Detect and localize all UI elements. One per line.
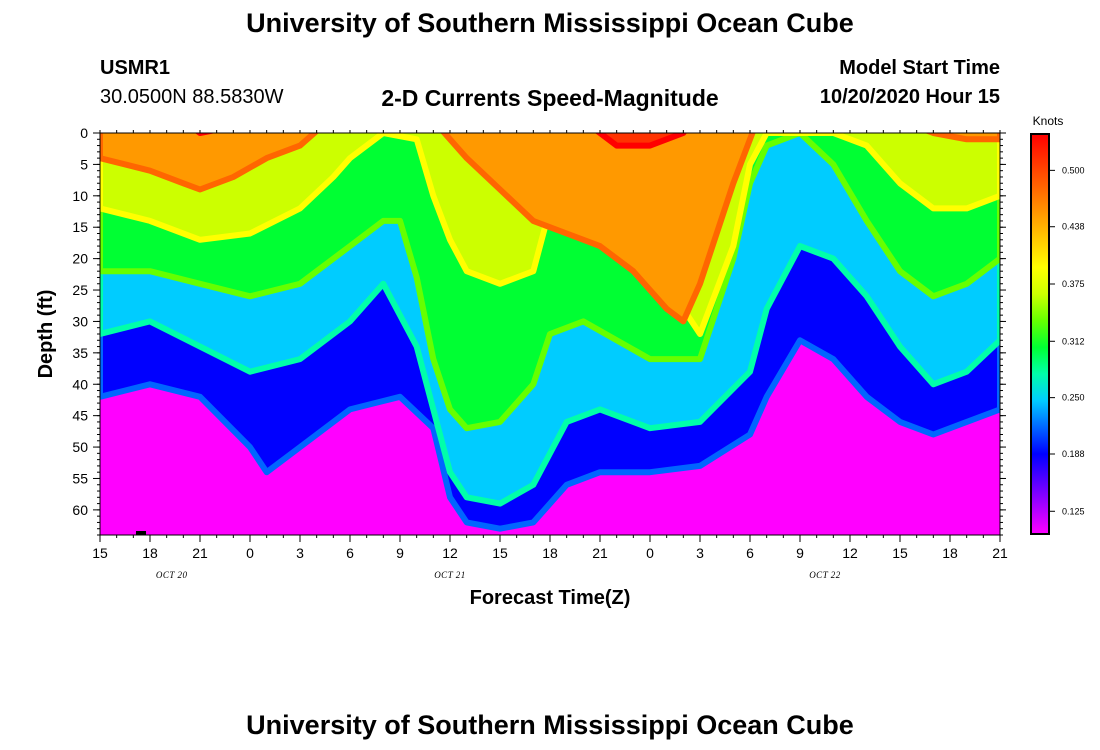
x-tick-label: 12 [842,545,858,561]
y-tick-label: 60 [72,502,88,518]
y-tick-label: 50 [72,439,88,455]
y-axis-label: Depth (ft) [35,290,57,379]
x-tick-label: 21 [992,545,1008,561]
plot-marker [136,531,146,535]
heatmap-layer [100,133,1000,532]
y-tick-label: 40 [72,376,88,392]
date-label: OCT 20 [156,570,188,580]
x-tick-label: 6 [746,545,754,561]
x-tick-label: 21 [592,545,608,561]
x-tick-label: 18 [942,545,958,561]
date-labels: OCT 20 OCT 21 OCT 22 [156,570,841,580]
x-tick-label: 3 [696,545,704,561]
x-tick-label: 3 [296,545,304,561]
colorbar-tick-label: 0.312 [1062,336,1085,346]
colorbar-gradient [1030,133,1050,535]
colorbar-tick-label: 0.125 [1062,506,1085,516]
colorbar-tick-label: 0.188 [1062,449,1085,459]
x-tick-label: 9 [796,545,804,561]
x-tick-label: 18 [142,545,158,561]
station-id: USMR1 [100,57,171,79]
heatmap-band [100,133,1000,325]
y-tick-label: 55 [72,470,88,486]
x-axis-label: Forecast Time(Z) [470,587,631,609]
heatmap-band [100,133,1000,432]
x-tick-label: 15 [892,545,908,561]
colorbar-title: Knots [1033,114,1064,128]
x-tick-label: 15 [492,545,508,561]
y-axis: 0 5 10 15 20 25 30 35 40 45 50 55 60 [72,125,1006,536]
colorbar-tick-label: 0.250 [1062,393,1085,403]
y-tick-label: 20 [72,251,88,267]
y-tick-label: 0 [80,125,88,141]
footer-title: University of Southern Mississippi Ocean… [246,710,854,740]
x-tick-label: 12 [442,545,458,561]
x-tick-label: 0 [246,545,254,561]
y-tick-label: 5 [80,156,88,172]
x-tick-label: 9 [396,545,404,561]
y-tick-label: 35 [72,345,88,361]
colorbar-tick-label: 0.375 [1062,279,1085,289]
y-tick-label: 25 [72,282,88,298]
chart-title: 2-D Currents Speed-Magnitude [381,85,719,111]
model-start-label: Model Start Time [839,57,1000,79]
heatmap-band [195,133,687,149]
colorbar-tick-label: 0.500 [1062,165,1085,175]
x-axis: 15 18 21 0 3 6 9 12 15 18 21 0 3 6 9 12 15 18 21 [92,130,1008,561]
y-tick-label: 15 [72,219,88,235]
x-tick-label: 6 [346,545,354,561]
y-tick-label: 10 [72,188,88,204]
x-tick-label: 18 [542,545,558,561]
station-coordinates: 30.0500N 88.5830W [100,86,284,108]
x-tick-label: 21 [192,545,208,561]
y-tick-label: 45 [72,408,88,424]
page-title: University of Southern Mississippi Ocean… [246,8,854,38]
model-start-value: 10/20/2020 Hour 15 [819,86,1000,108]
y-tick-label: 30 [72,313,88,329]
colorbar: Knots 0.500 0.438 0.375 0.312 0.250 0.188 0.12… [1030,114,1085,535]
colorbar-tick-label: 0.438 [1062,222,1085,232]
date-label: OCT 22 [809,570,841,580]
x-tick-label: 15 [92,545,108,561]
x-tick-label: 0 [646,545,654,561]
date-label: OCT 21 [434,570,466,580]
